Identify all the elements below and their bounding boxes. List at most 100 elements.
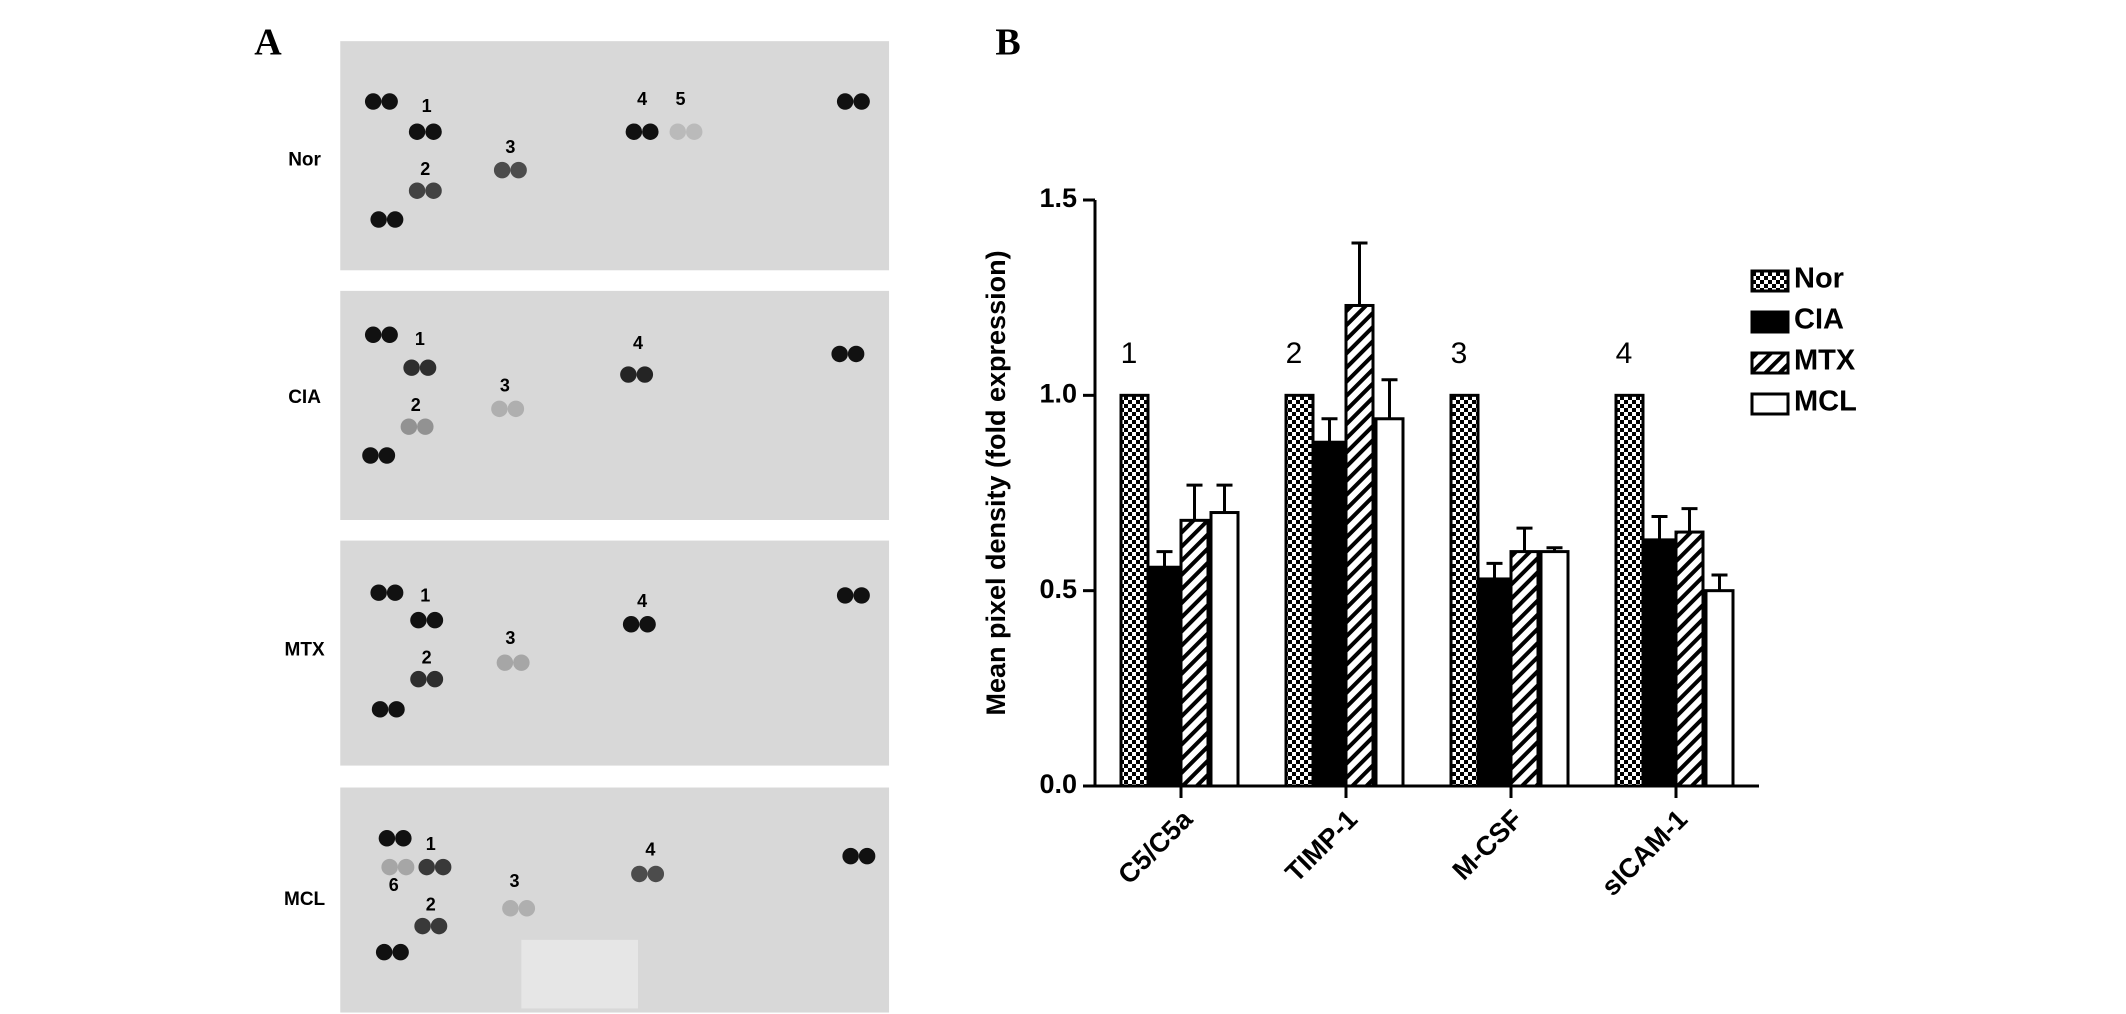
legend-label: MTX [1794, 345, 1856, 377]
bar [1374, 417, 1405, 788]
spot [847, 345, 865, 363]
spot [430, 917, 448, 935]
spot [491, 400, 508, 418]
bar [1479, 577, 1510, 788]
spot [381, 93, 398, 110]
x-tick-label: TIMP-1 [1279, 804, 1363, 888]
spot [408, 182, 426, 199]
spot [371, 701, 389, 718]
error-bar [1321, 417, 1338, 443]
x-tick-label: C5/C5a [1112, 803, 1199, 890]
spot [364, 326, 382, 343]
spot [418, 858, 435, 876]
bar [1149, 565, 1180, 788]
legend-swatch [1750, 310, 1790, 334]
annotation: 1 [1121, 337, 1138, 370]
spot [426, 670, 444, 688]
bar [1119, 393, 1150, 788]
spot [403, 359, 420, 376]
legend-swatch [1750, 351, 1790, 375]
spot [507, 400, 525, 418]
bar [1344, 303, 1375, 788]
error-bar [1351, 241, 1368, 306]
blot-membrane [340, 41, 890, 271]
spot [378, 447, 396, 464]
bar [1449, 393, 1480, 788]
spot-label: 3 [505, 137, 515, 157]
blot-label: CIA [288, 387, 321, 408]
spot [426, 611, 444, 629]
spot [620, 366, 637, 383]
spot-label: 2 [420, 159, 430, 179]
spot [395, 830, 412, 847]
spot [686, 123, 703, 140]
bar [1644, 538, 1675, 788]
bar [1614, 393, 1645, 788]
legend-swatch [1750, 392, 1790, 416]
error-bar [1486, 561, 1503, 579]
spot [381, 326, 398, 343]
x-tick-label: sICAM-1 [1596, 804, 1694, 902]
error-bar [1381, 378, 1398, 419]
spot [410, 611, 427, 629]
spot-label: 4 [637, 591, 647, 611]
annotation: 3 [1451, 337, 1468, 370]
spot-label: 2 [426, 894, 436, 914]
bar [1314, 440, 1345, 788]
blot-label: MTX [285, 639, 325, 660]
y-tick-label: 0.5 [1039, 574, 1077, 604]
blot-membrane [340, 540, 890, 766]
spot [388, 701, 405, 718]
spot-label: 2 [411, 395, 421, 415]
spot [364, 93, 382, 110]
spot-label: 4 [633, 333, 643, 353]
y-tick-label: 1.0 [1039, 378, 1077, 408]
bar [1209, 511, 1240, 788]
spot [631, 865, 648, 883]
annotation: 4 [1616, 337, 1633, 370]
error-bar [1681, 507, 1698, 533]
blur-patch [521, 939, 638, 1009]
x-tick-label: M-CSF [1447, 804, 1529, 886]
annotation: 2 [1286, 337, 1303, 370]
panel-label: B [995, 22, 1020, 64]
spot [392, 943, 409, 961]
spot [836, 93, 854, 110]
bar [1539, 550, 1570, 788]
spot-label: 4 [637, 89, 647, 109]
spot [836, 587, 854, 604]
bar [1284, 393, 1315, 788]
spot-label: 2 [422, 647, 432, 667]
spot-label: 1 [422, 96, 432, 116]
spot [636, 366, 654, 383]
spot [496, 654, 514, 671]
spot-label: 1 [426, 834, 436, 854]
spot [378, 830, 396, 847]
spot-label: 1 [415, 329, 425, 349]
spot [434, 858, 452, 876]
error-bar [1651, 514, 1668, 540]
bar [1704, 589, 1735, 788]
error-bar [1516, 526, 1533, 552]
spot [400, 418, 418, 435]
spot [417, 418, 434, 435]
bar [1509, 550, 1540, 788]
spot [853, 587, 870, 604]
blot-membrane [340, 290, 890, 520]
spot [853, 93, 870, 110]
error-bar [1711, 573, 1728, 591]
error-bar [1216, 483, 1233, 513]
spot [362, 447, 379, 464]
spot [381, 858, 398, 876]
spot [513, 654, 530, 671]
spot [510, 161, 527, 179]
legend-label: CIA [1794, 304, 1844, 336]
spot [858, 847, 876, 865]
spot [408, 123, 426, 140]
spot [370, 211, 387, 228]
spot [842, 847, 859, 865]
spot-label: 1 [420, 586, 430, 606]
spot [622, 616, 640, 633]
spot [639, 616, 656, 633]
